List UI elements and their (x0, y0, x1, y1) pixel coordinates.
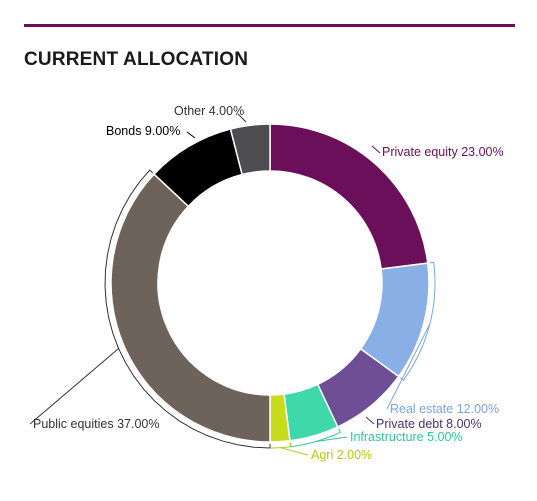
label-real-estate: Real estate 12.00% (390, 402, 499, 416)
label-public-equities: Public equities 37.00% (33, 417, 159, 431)
leader-infrastructure (315, 436, 348, 442)
leader-bonds (186, 131, 196, 139)
leader-public-equities (29, 348, 119, 425)
label-infrastructure: Infrastructure 5.00% (350, 430, 463, 444)
slice-public-equities[interactable] (110, 173, 271, 443)
top-accent-rule (24, 24, 515, 27)
label-agri: Agri 2.00% (311, 448, 372, 462)
leader-private-equity (371, 145, 381, 154)
label-bonds: Bonds 9.00% (106, 124, 180, 138)
leader-real-estate (386, 323, 431, 410)
leader-agri (280, 447, 309, 456)
leader-other (237, 113, 247, 123)
label-other: Other 4.00% (174, 104, 244, 118)
slice-other[interactable] (229, 123, 271, 176)
label-private-debt: Private debt 8.00% (376, 417, 482, 431)
leader-private-debt (365, 416, 375, 425)
bracket-agri (269, 442, 292, 449)
chart-title: CURRENT ALLOCATION (24, 49, 249, 70)
label-private-equity: Private equity 23.00% (382, 145, 504, 159)
